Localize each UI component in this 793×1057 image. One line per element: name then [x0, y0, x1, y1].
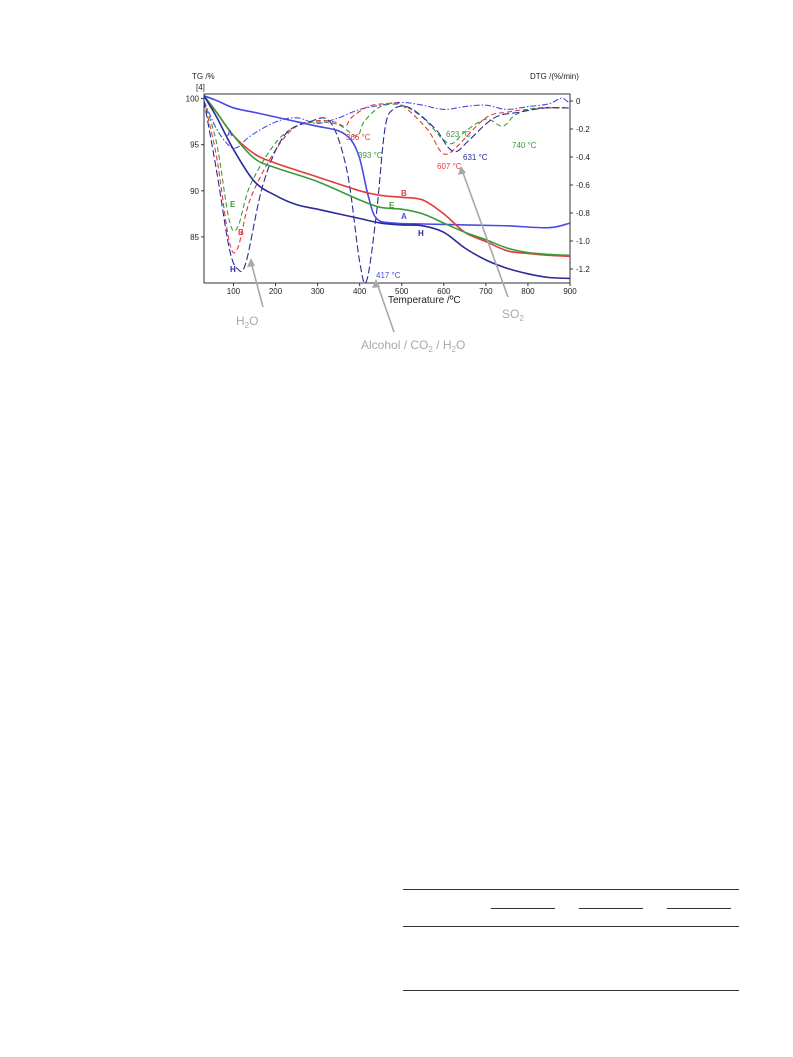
- y-right-tick-label: 0: [576, 97, 581, 106]
- x-tick-label: 700: [479, 287, 493, 296]
- y-left-axis-ticks: 100 95 90 85: [186, 95, 204, 242]
- y-left-axis-ref: [4]: [196, 83, 205, 92]
- dtg-line-H: [203, 100, 571, 284]
- y-left-tick-label: 95: [190, 141, 199, 150]
- x-axis-title: Temperature /ºC: [388, 295, 461, 306]
- x-axis-ticks: 100 200 300 400 500 600 700 800 900: [227, 283, 577, 296]
- y-left-tick-label: 90: [190, 187, 199, 196]
- y-left-axis-title: TG /%: [192, 72, 215, 81]
- dtg-line-B: [203, 100, 571, 254]
- tg-label-H: H: [418, 229, 424, 238]
- y-right-tick-label: -0.4: [576, 153, 590, 162]
- y-right-axis-title: DTG /(%/min): [530, 72, 579, 81]
- y-right-axis-ticks: 0 -0.2 -0.4 -0.6 -0.8 -1.0 -1.2: [570, 97, 590, 274]
- peak-label-366: 366 °C: [346, 133, 371, 142]
- dtg-line-A: [203, 97, 571, 149]
- tg-series-group: [203, 95, 571, 280]
- y-left-tick-label: 85: [190, 233, 199, 242]
- y-right-tick-label: -1.2: [576, 265, 590, 274]
- x-tick-label: 200: [269, 287, 283, 296]
- y-right-tick-label: -0.2: [576, 125, 590, 134]
- annotation-so2: SO2: [502, 307, 524, 323]
- tg-line-E: [203, 95, 571, 257]
- peak-label-623: 623 °C: [446, 130, 471, 139]
- dtg-label-A: A: [227, 129, 233, 138]
- dtg-line-E: [203, 100, 571, 232]
- tg-label-A: A: [401, 212, 407, 221]
- dtg-series-group: [203, 97, 571, 284]
- dtg-label-E: E: [230, 200, 236, 209]
- annotation-h2o: H2O: [236, 314, 258, 330]
- tg-dtg-chart: TG /% [4] DTG /(%/min) Temperature /ºC 1…: [186, 72, 591, 354]
- x-tick-label: 600: [437, 287, 451, 296]
- peak-label-631: 631 °C: [463, 153, 488, 162]
- y-right-tick-label: -1.0: [576, 237, 590, 246]
- tg-line-B: [203, 95, 571, 258]
- y-right-tick-label: -0.8: [576, 209, 590, 218]
- table-column-rule-1: [491, 908, 555, 909]
- tg-line-H: [203, 95, 571, 280]
- peak-label-417: 417 °C: [376, 271, 401, 280]
- peak-label-740: 740 °C: [512, 141, 537, 150]
- x-tick-label: 100: [227, 287, 241, 296]
- table-top-rule: [403, 889, 739, 890]
- x-tick-label: 900: [563, 287, 577, 296]
- annotation-arrowheads: [247, 166, 466, 288]
- tg-line-A: [203, 95, 571, 229]
- y-right-tick-label: -0.6: [576, 181, 590, 190]
- peak-label-393: 393 °C: [358, 151, 383, 160]
- table-column-rule-3: [667, 908, 731, 909]
- dtg-label-B: B: [238, 228, 244, 237]
- x-tick-label: 500: [395, 287, 409, 296]
- x-tick-label: 400: [353, 287, 367, 296]
- table-bottom-rule: [403, 990, 739, 991]
- annotation-alcohol-co2-h2o: Alcohol / CO2 / H2O: [361, 338, 465, 354]
- plot-frame: [203, 93, 571, 284]
- table-column-rule-2: [579, 908, 643, 909]
- annotation-arrows: [250, 169, 509, 333]
- x-tick-label: 300: [311, 287, 325, 296]
- x-tick-label: 800: [521, 287, 535, 296]
- table-header-rule: [403, 926, 739, 927]
- dtg-label-H: H: [230, 265, 236, 274]
- tg-label-B: B: [401, 189, 407, 198]
- table-fragment: [403, 889, 739, 991]
- peak-label-607: 607 °C: [437, 162, 462, 171]
- tg-label-E: E: [389, 201, 395, 210]
- y-left-tick-label: 100: [186, 95, 200, 104]
